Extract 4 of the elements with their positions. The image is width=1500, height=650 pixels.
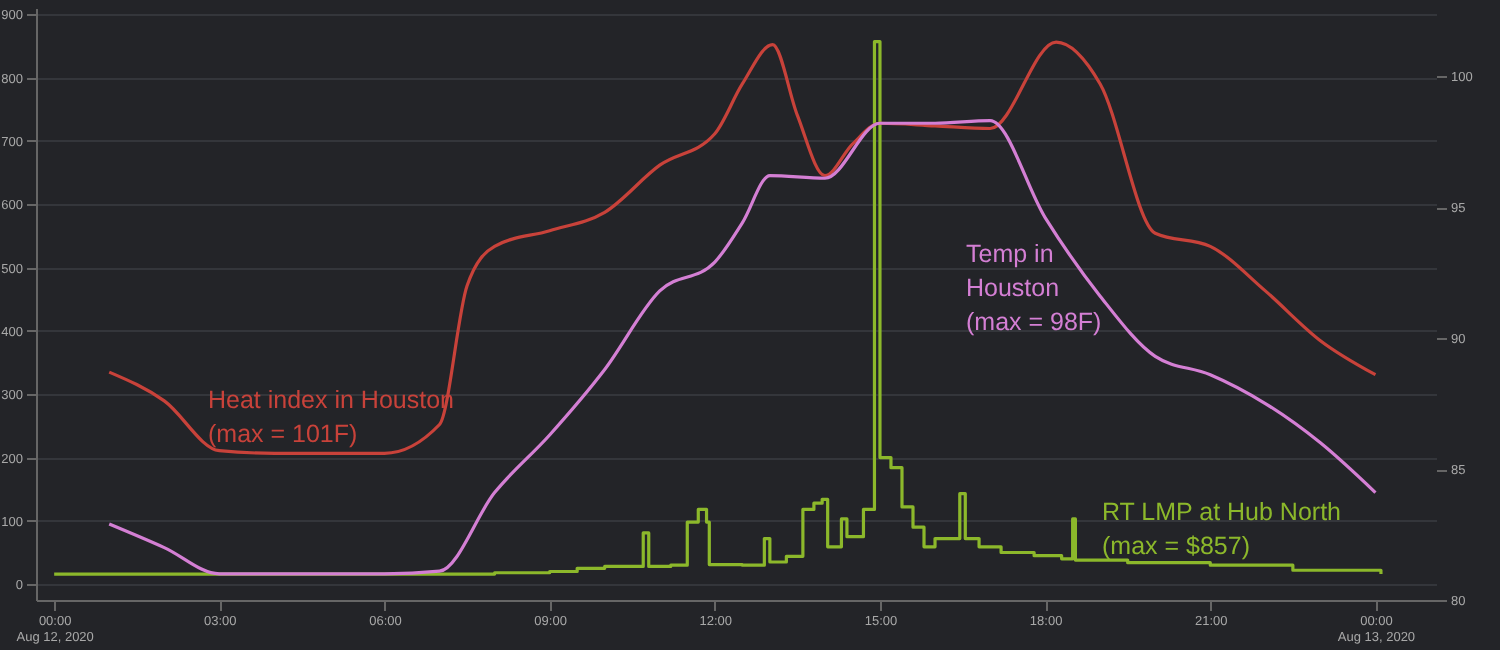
line-series	[107, 40, 1378, 455]
series-label: RT LMP at Hub North (max = $857)	[1102, 498, 1342, 560]
line-series	[107, 119, 1378, 576]
series-label: Temp in Houston (max = 98F)	[966, 240, 1102, 336]
